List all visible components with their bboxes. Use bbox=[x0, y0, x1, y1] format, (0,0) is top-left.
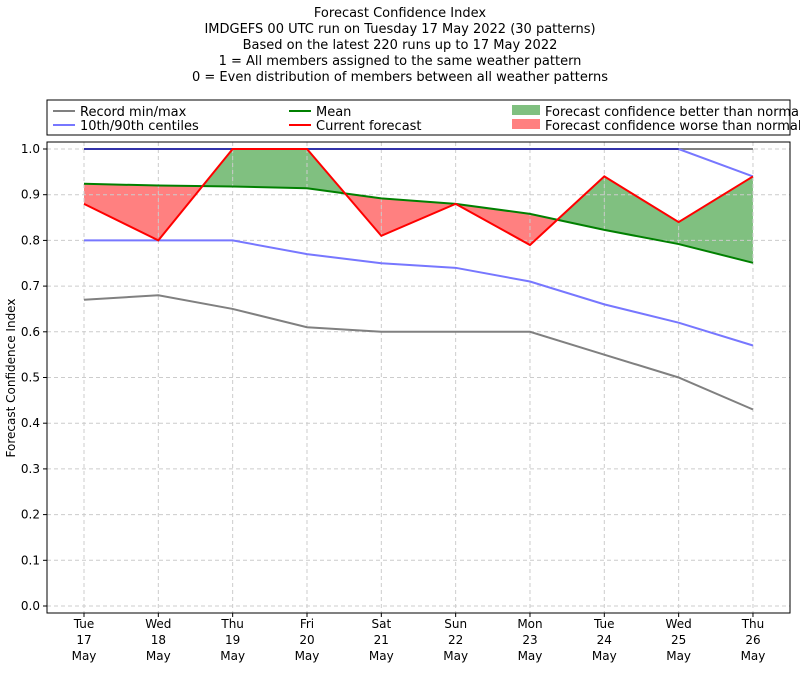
p90-line bbox=[84, 148, 754, 178]
y-axis-label: Forecast Confidence Index bbox=[4, 299, 18, 458]
x-tick-label: 25 bbox=[671, 633, 686, 647]
x-tick-label: Tue bbox=[73, 617, 95, 631]
mean-line bbox=[83, 182, 754, 264]
y-tick-label: 0.2 bbox=[21, 508, 40, 522]
x-tick-label: Fri bbox=[300, 617, 314, 631]
y-tick-label: 0.4 bbox=[21, 416, 40, 430]
record-min-line bbox=[83, 294, 754, 411]
x-tick-label: May bbox=[443, 649, 468, 663]
y-tick-label: 0.3 bbox=[21, 462, 40, 476]
plot-frame bbox=[46, 141, 791, 614]
x-tick-label: May bbox=[666, 649, 691, 663]
title-line: 1 = All members assigned to the same wea… bbox=[218, 54, 582, 69]
fill-better bbox=[678, 176, 753, 263]
x-tick-label: Mon bbox=[517, 617, 542, 631]
x-tick-label: Wed bbox=[145, 617, 171, 631]
fill-better bbox=[604, 176, 679, 245]
title-line: IMDGEFS 00 UTC run on Tuesday 17 May 202… bbox=[204, 22, 596, 37]
x-tick-label: May bbox=[295, 649, 320, 663]
x-tick-label: 19 bbox=[225, 633, 240, 647]
x-tick-label: May bbox=[741, 649, 766, 663]
x-tick-label: May bbox=[518, 649, 543, 663]
x-tick-label: May bbox=[146, 649, 171, 663]
x-tick-label: Tue bbox=[593, 617, 615, 631]
title-line: Forecast Confidence Index bbox=[313, 6, 487, 21]
x-tick-label: Sat bbox=[371, 617, 391, 631]
title-line: Based on the latest 220 runs up to 17 Ma… bbox=[242, 38, 558, 53]
x-tick-label: 21 bbox=[374, 633, 389, 647]
x-tick-label: 22 bbox=[448, 633, 463, 647]
y-tick-label: 0.8 bbox=[21, 233, 40, 247]
y-tick-label: 0.5 bbox=[21, 371, 40, 385]
y-tick-label: 0.0 bbox=[21, 599, 40, 613]
legend-record: Record min/max bbox=[80, 105, 187, 120]
x-tick-label: Wed bbox=[666, 617, 692, 631]
chart-title: Forecast Confidence Index IMDGEFS 00 UTC… bbox=[0, 6, 800, 86]
x-tick-label: 23 bbox=[522, 633, 537, 647]
x-tick-label: 24 bbox=[597, 633, 612, 647]
x-tick-label: May bbox=[369, 649, 394, 663]
y-tick-label: 0.6 bbox=[21, 325, 40, 339]
y-tick-label: 0.1 bbox=[21, 553, 40, 567]
legend-centiles: 10th/90th centiles bbox=[80, 119, 199, 134]
fill-worse bbox=[529, 213, 558, 245]
x-tick-label: Sun bbox=[444, 617, 467, 631]
legend: Record min/max 10th/90th centiles Mean C… bbox=[46, 99, 800, 136]
x-tick-label: 26 bbox=[745, 633, 760, 647]
x-tick-label: May bbox=[72, 649, 97, 663]
current-forecast-line bbox=[83, 148, 754, 247]
x-tick-label: Thu bbox=[741, 617, 765, 631]
fill-better bbox=[232, 149, 307, 189]
x-tick-label: May bbox=[220, 649, 245, 663]
x-tick-label: 18 bbox=[151, 633, 166, 647]
legend-swatch-worse bbox=[512, 119, 540, 129]
p10-line bbox=[84, 239, 754, 347]
x-tick-label: May bbox=[592, 649, 617, 663]
x-tick-label: 20 bbox=[299, 633, 314, 647]
fill-worse bbox=[381, 198, 456, 236]
x-tick-label: Thu bbox=[220, 617, 244, 631]
x-tick-label: 17 bbox=[76, 633, 91, 647]
legend-mean: Mean bbox=[316, 105, 351, 120]
y-tick-label: 0.7 bbox=[21, 279, 40, 293]
title-line: 0 = Even distribution of members between… bbox=[191, 70, 609, 85]
y-tick-label: 0.9 bbox=[21, 188, 40, 202]
legend-swatch-better bbox=[512, 105, 540, 115]
legend-better: Forecast confidence better than normal bbox=[545, 105, 800, 120]
y-tick-label: 1.0 bbox=[21, 142, 40, 156]
fill-better bbox=[557, 176, 605, 230]
fill-worse bbox=[84, 183, 159, 241]
legend-worse: Forecast confidence worse than normal bbox=[545, 119, 800, 134]
legend-current: Current forecast bbox=[316, 119, 422, 134]
